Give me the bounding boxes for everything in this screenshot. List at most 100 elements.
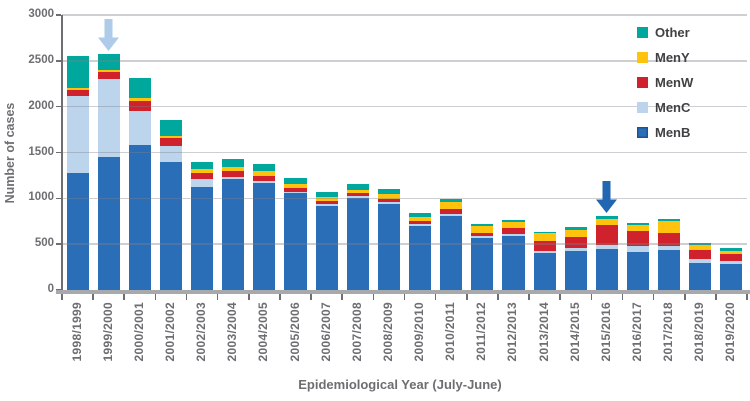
bar-segment-menc [159, 145, 183, 163]
bar-segment-other [377, 189, 400, 194]
bar-2000-2001 [128, 78, 151, 290]
legend-label: MenB [655, 125, 691, 140]
bar-segment-other [595, 215, 618, 219]
y-tick-label: 0 [47, 283, 54, 295]
legend-item-menw: MenW [637, 75, 694, 90]
x-tick-mark [92, 294, 94, 300]
x-tick-label-text: 2000/2001 [131, 302, 146, 362]
y-tick-mark [56, 289, 61, 291]
bar-segment-other [346, 183, 369, 190]
x-tick-label-text: 2017/2018 [661, 302, 676, 362]
y-tick-mark [56, 14, 61, 16]
bar-2011-2012 [471, 224, 494, 290]
bar-segment-menw [284, 188, 307, 192]
bar-segment-other [66, 55, 89, 88]
bar-segment-menw [658, 232, 681, 246]
bar-segment-menw [315, 201, 338, 205]
bar-segment-other [564, 227, 587, 231]
bar-segment-menw [533, 241, 556, 251]
bar-segment-menw [626, 231, 650, 246]
bar-segment-menb [377, 204, 400, 290]
y-tick-label: 2500 [28, 53, 54, 66]
bar-segment-menw [440, 209, 463, 214]
bar-segment-meny [471, 226, 494, 234]
x-tick-label: 1999/2000 [101, 302, 115, 366]
x-tick-label: 2003/2004 [225, 302, 239, 366]
bar-2016-2017 [626, 223, 650, 290]
bar-segment-other [284, 178, 307, 185]
x-tick-mark [403, 294, 406, 300]
x-tick-label: 2017/2018 [661, 302, 675, 366]
bar-segment-menb [502, 235, 525, 290]
bar-segment-menc [471, 236, 494, 239]
bar-2008-2009 [377, 189, 400, 290]
legend-item-menb: MenB [637, 125, 693, 140]
bar-segment-menw [97, 72, 120, 80]
y-tick-mark [56, 197, 61, 200]
bar-segment-menb [128, 145, 151, 290]
x-tick-label-text: 2003/2004 [225, 302, 240, 362]
x-tick-label-text: 2007/2008 [349, 302, 364, 362]
legend-label: Other [655, 25, 690, 40]
bar-segment-meny [626, 224, 650, 232]
bar-segment-other [720, 248, 743, 252]
x-tick-label: 2014/2015 [568, 302, 582, 366]
y-tick-mark [56, 105, 61, 108]
x-tick-mark [497, 294, 499, 300]
x-tick-label: 2001/2002 [163, 302, 177, 366]
x-tick-mark [310, 294, 312, 300]
x-tick-label: 2010/2011 [443, 302, 457, 366]
bar-segment-meny [595, 218, 618, 225]
legend-item-menc: MenC [637, 100, 693, 115]
bar-segment-menb [626, 252, 650, 290]
bar-2017-2018 [658, 219, 681, 290]
bar-segment-meny [440, 202, 463, 210]
gridline-500 [62, 243, 747, 245]
x-tick-label-text: 2005/2006 [287, 302, 302, 362]
bar-segment-meny [377, 193, 400, 200]
x-tick-mark [341, 294, 344, 300]
legend-label: MenW [655, 75, 694, 90]
x-tick-label: 1998/1999 [70, 302, 84, 366]
legend-swatch-icon [637, 127, 648, 138]
x-tick-label-text: 2002/2003 [194, 302, 209, 362]
bar-segment-menb [159, 162, 183, 290]
x-tick-label-text: 2001/2002 [162, 302, 177, 362]
bar-segment-meny [658, 221, 681, 233]
highlight-arrow-icon [98, 18, 120, 51]
bar-segment-menb [564, 251, 587, 290]
bar-1998-1999 [66, 55, 89, 290]
legend-item-meny: MenY [637, 50, 693, 65]
bar-segment-other [253, 163, 276, 172]
bar-segment-other [409, 213, 432, 217]
y-tick-mark [56, 60, 61, 62]
legend: Other MenY MenW MenC MenB [637, 25, 694, 151]
bar-segment-meny [409, 216, 432, 222]
x-tick-label: 2012/2013 [505, 302, 519, 366]
bar-segment-menw [377, 199, 400, 203]
x-tick-label-text: 1999/2000 [100, 302, 115, 362]
x-tick-label: 2006/2007 [319, 302, 333, 366]
bar-segment-meny [66, 87, 89, 91]
bar-segment-menc [222, 177, 245, 180]
x-tick-label: 2019/2020 [723, 302, 737, 366]
bar-segment-menw [191, 173, 214, 180]
bar-segment-menc [191, 179, 214, 188]
x-tick-mark [185, 294, 188, 300]
bar-2015-2016 [595, 215, 618, 290]
x-tick-mark [559, 294, 561, 300]
legend-swatch-icon [637, 27, 648, 38]
bar-segment-other [502, 219, 525, 223]
x-tick-label: 2007/2008 [350, 302, 364, 366]
x-tick-mark [652, 294, 655, 300]
bar-segment-menb [315, 206, 338, 290]
legend-label: MenC [655, 100, 691, 115]
highlight-arrow-icon [596, 180, 618, 213]
bar-segment-other [128, 78, 151, 98]
bar-segment-menw [346, 192, 369, 197]
x-tick-label: 2005/2006 [288, 302, 302, 366]
x-tick-label-text: 2011/2012 [474, 302, 489, 361]
bar-2006-2007 [315, 192, 338, 290]
x-tick-mark [715, 294, 717, 300]
bar-2019-2020 [720, 248, 743, 290]
